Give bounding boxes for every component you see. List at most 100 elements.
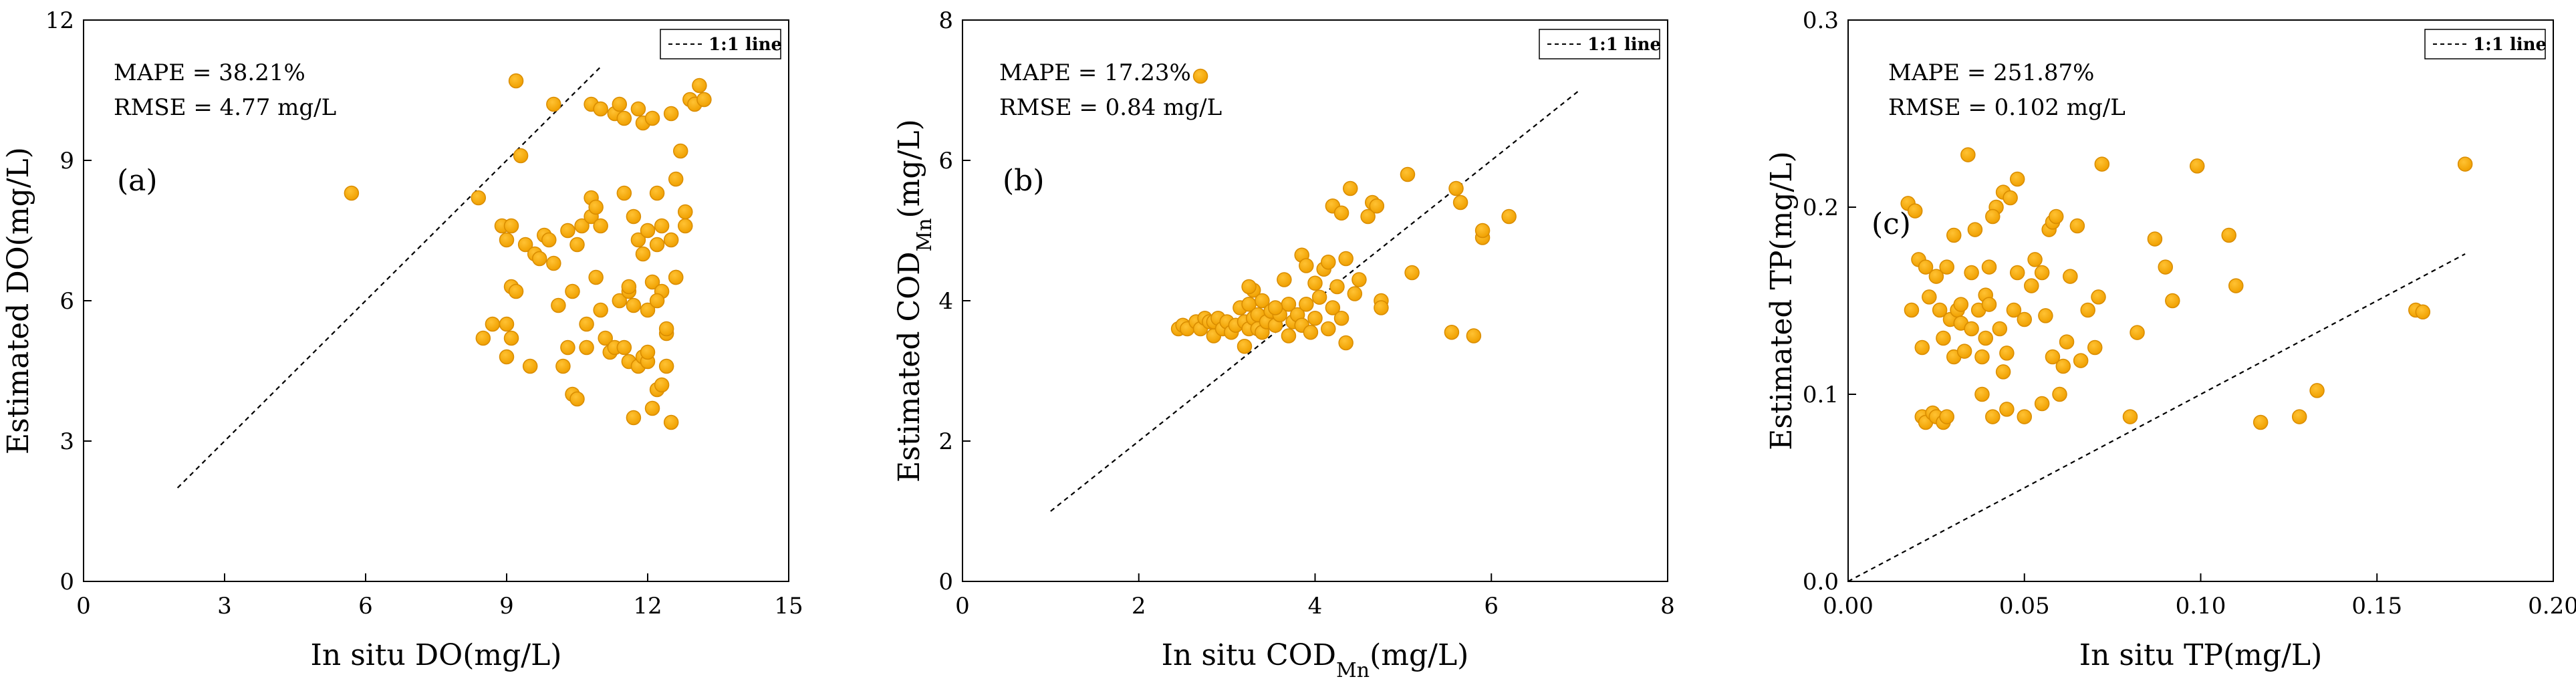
panel-c: 0.00 0.05 0.10 0.15 0.20 0.0 0.1 0.2 0.3 1:1 line… — [1765, 7, 2576, 672]
data-point — [1325, 300, 1341, 315]
data-point — [475, 330, 491, 346]
legend-label: 1:1 line — [709, 35, 782, 55]
data-point — [1400, 166, 1416, 182]
data-point — [1311, 289, 1327, 305]
data-point — [546, 96, 561, 112]
legend-label: 1:1 line — [2473, 35, 2547, 55]
data-point — [1995, 364, 2011, 380]
data-point — [1928, 269, 1944, 284]
data-point — [1953, 297, 1969, 312]
legend-label: 1:1 line — [1587, 35, 1661, 55]
x-tick-label: 6 — [358, 593, 373, 619]
data-point — [541, 232, 557, 248]
mape-text: MAPE = 17.23% — [999, 59, 1191, 86]
data-point — [499, 316, 515, 332]
data-point — [2009, 265, 2025, 281]
data-point — [2027, 252, 2043, 267]
data-point — [344, 185, 360, 201]
y-tick-label: 6 — [59, 288, 74, 315]
data-point — [1904, 302, 1920, 318]
data-point — [2130, 325, 2145, 340]
x-tick-label: 8 — [1660, 593, 1675, 619]
data-point — [630, 101, 646, 117]
one-to-one-line — [176, 66, 602, 489]
data-point — [503, 218, 519, 234]
y-axis-title-main: Estimated COD — [892, 252, 926, 483]
x-tick-label: 0.10 — [2176, 593, 2226, 619]
data-point — [696, 92, 712, 108]
data-point — [593, 218, 608, 234]
data-point — [635, 246, 651, 262]
data-point — [1307, 275, 1323, 291]
data-point — [593, 101, 608, 117]
mape-text: MAPE = 38.21% — [114, 59, 305, 86]
data-point — [1964, 265, 1979, 281]
data-point — [1956, 343, 1972, 359]
data-point — [2189, 158, 2205, 174]
data-point — [1932, 302, 1948, 318]
x-tick-label: 15 — [774, 593, 803, 619]
x-axis-title-subscript: Mn — [1336, 659, 1370, 682]
data-point — [1999, 346, 2015, 361]
data-point — [2034, 265, 2050, 281]
data-point — [1360, 209, 1376, 225]
data-point — [2221, 227, 2236, 243]
data-point — [1281, 328, 1297, 343]
data-point — [1303, 325, 1319, 340]
data-point — [678, 204, 693, 220]
data-point — [588, 199, 604, 215]
data-point — [485, 316, 501, 332]
data-point — [598, 330, 613, 346]
data-point — [2038, 308, 2053, 323]
x-tick-label: 0 — [955, 593, 970, 619]
legend-box — [660, 29, 781, 59]
x-tick-label: 12 — [633, 593, 662, 619]
y-tick-label: 12 — [45, 7, 74, 34]
data-point — [546, 255, 561, 271]
data-point — [616, 339, 632, 356]
panel-label: (b) — [1003, 164, 1045, 198]
panel-label: (a) — [117, 164, 158, 198]
data-point — [522, 358, 538, 374]
data-point — [2045, 349, 2061, 365]
data-point — [2055, 358, 2071, 374]
data-point — [1333, 311, 1349, 326]
data-point — [593, 302, 608, 318]
data-point — [517, 237, 533, 253]
y-axis-title-main: Estimated TP(mg/L) — [1765, 151, 1799, 450]
data-point — [1974, 349, 1990, 365]
data-point — [1946, 227, 1962, 243]
data-point — [560, 339, 575, 356]
x-tick-label: 9 — [499, 593, 514, 619]
data-point — [1501, 209, 1517, 225]
data-point — [612, 293, 628, 309]
x-tick-label: 0.20 — [2528, 593, 2576, 619]
y-axis-title-tail: (mg/L) — [892, 119, 926, 218]
data-point — [1474, 223, 1491, 239]
x-tick-label: 0 — [76, 593, 91, 619]
mape-text: MAPE = 251.87% — [1888, 59, 2094, 86]
data-point — [2024, 278, 2039, 293]
data-point — [1338, 335, 1354, 351]
data-point — [1985, 409, 2001, 424]
data-point — [2003, 190, 2018, 206]
data-point — [2158, 259, 2173, 275]
rmse-text: RMSE = 0.84 mg/L — [999, 94, 1222, 121]
data-point — [1981, 297, 1997, 312]
y-tick-label: 0.1 — [1803, 382, 1839, 408]
data-point — [663, 414, 679, 430]
data-point — [2034, 396, 2050, 412]
data-point — [2052, 386, 2067, 402]
data-point — [616, 185, 632, 201]
x-axis-title: In situ CODMn(mg/L) — [1162, 638, 1469, 682]
data-point — [1307, 311, 1323, 326]
one-to-one-line — [1847, 253, 2466, 582]
data-point — [1404, 265, 1420, 281]
data-point — [1241, 279, 1257, 295]
data-point — [649, 293, 665, 309]
data-point — [644, 400, 660, 416]
data-point — [1277, 272, 1292, 287]
rmse-text: RMSE = 0.102 mg/L — [1888, 94, 2126, 121]
data-point — [644, 110, 660, 126]
